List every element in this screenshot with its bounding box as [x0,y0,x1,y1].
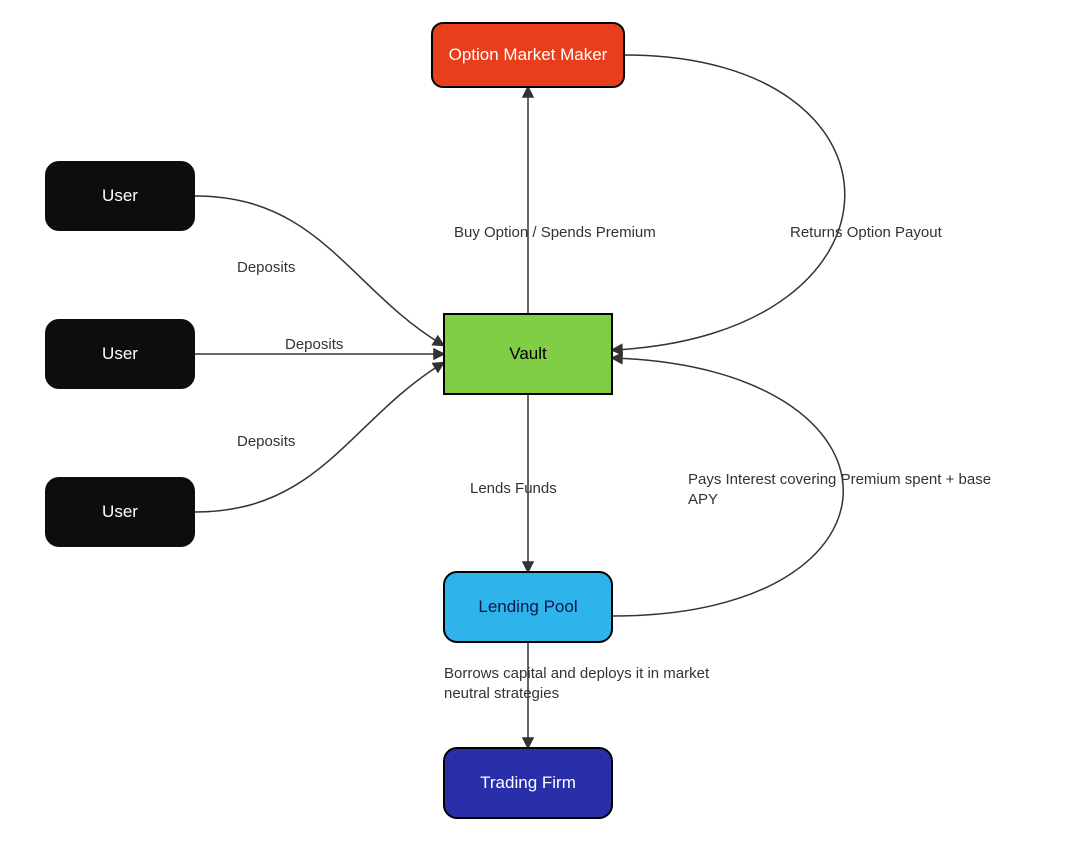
node-label: User [102,344,138,364]
edge-label-lends-funds: Lends Funds [470,479,590,499]
node-trading-firm: Trading Firm [443,747,613,819]
node-label: Lending Pool [478,597,577,617]
edge-user1-vault [195,196,443,345]
node-user-3: User [45,477,195,547]
node-user-2: User [45,319,195,389]
edge-label-pays-interest: Pays Interest covering Premium spent + b… [688,470,998,509]
edge-label-returns-payout: Returns Option Payout [790,223,970,243]
node-label: User [102,502,138,522]
node-lending-pool: Lending Pool [443,571,613,643]
edge-label-user1-deposits: Deposits [237,258,317,278]
node-label: Vault [509,344,547,364]
node-label: Option Market Maker [449,45,608,65]
node-label: Trading Firm [480,773,576,793]
node-label: User [102,186,138,206]
edge-user3-vault [195,363,443,512]
node-vault: Vault [443,313,613,395]
edge-omm-vault [613,55,845,350]
diagram-canvas: User User User Option Market Maker Vault… [0,0,1080,845]
edge-label-buy-option: Buy Option / Spends Premium [454,223,694,243]
edge-label-user2-deposits: Deposits [285,335,365,355]
edge-label-borrows-capital: Borrows capital and deploys it in market… [444,664,754,703]
edge-label-user3-deposits: Deposits [237,432,317,452]
node-user-1: User [45,161,195,231]
edge-layer [0,0,1080,845]
node-option-market-maker: Option Market Maker [431,22,625,88]
